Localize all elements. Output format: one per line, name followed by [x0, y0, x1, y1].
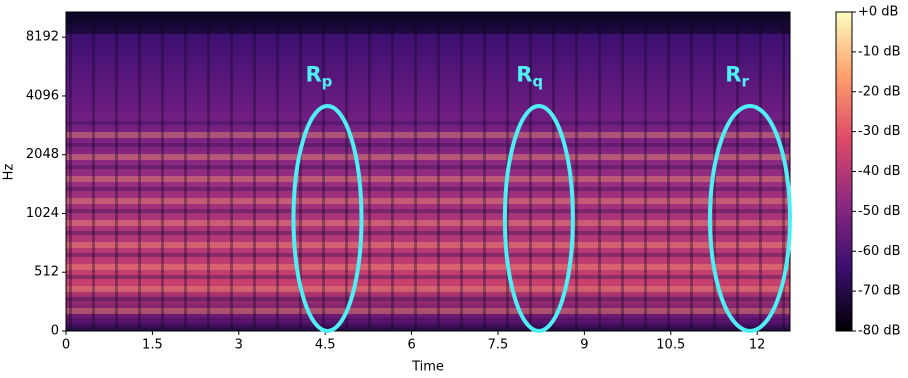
x-tick-label: 7.5: [488, 338, 509, 353]
x-tick-label: 3: [235, 338, 243, 353]
annotation-subscript: q: [532, 72, 543, 90]
annotation-label: Rp: [305, 63, 332, 91]
x-tick-label: 4.5: [315, 338, 336, 353]
colorbar-tick-label: -30 dB: [858, 124, 901, 139]
x-tick-label: 9: [580, 338, 588, 353]
x-tick-label: 1.5: [142, 338, 163, 353]
x-tick-label: 0: [62, 338, 70, 353]
colorbar-tick-label: +0 dB: [858, 5, 898, 20]
colorbar-tick-label: -40 dB: [858, 164, 901, 179]
annotation-ellipse: [707, 103, 793, 334]
y-tick-label: 4096: [26, 88, 59, 103]
annotation-subscript: p: [322, 72, 333, 90]
colorbar-tick-label: -60 dB: [858, 244, 901, 259]
x-tick-label: 6: [407, 338, 415, 353]
y-tick-label: 1024: [26, 206, 59, 221]
y-tick-label: 0: [51, 324, 59, 339]
annotation-text: R: [305, 63, 321, 87]
annotation-subscript: r: [741, 72, 749, 90]
y-axis-label: Hz: [2, 164, 17, 181]
y-tick-label: 8192: [26, 30, 59, 45]
colorbar-tick-label: -50 dB: [858, 204, 901, 219]
annotation-ellipse: [502, 103, 575, 334]
annotation-label: Rq: [516, 63, 543, 91]
y-tick-label: 512: [34, 265, 59, 280]
x-axis-label: Time: [411, 360, 444, 375]
spectrogram-image: [66, 12, 790, 331]
colorbar-tick-label: -80 dB: [858, 324, 901, 339]
colorbar: [835, 11, 853, 332]
y-tick-label: 2048: [26, 147, 59, 162]
annotation-text: R: [725, 63, 741, 87]
colorbar-tick-label: -20 dB: [858, 84, 901, 99]
plot-frame: [65, 11, 791, 332]
x-tick-label: 10.5: [656, 338, 685, 353]
colorbar-tick-label: -10 dB: [858, 44, 901, 59]
x-tick-label: 12: [749, 338, 766, 353]
annotation-ellipse: [291, 103, 364, 334]
annotation-text: R: [516, 63, 532, 87]
colorbar-tick-label: -70 dB: [858, 284, 901, 299]
annotation-label: Rr: [725, 63, 749, 91]
